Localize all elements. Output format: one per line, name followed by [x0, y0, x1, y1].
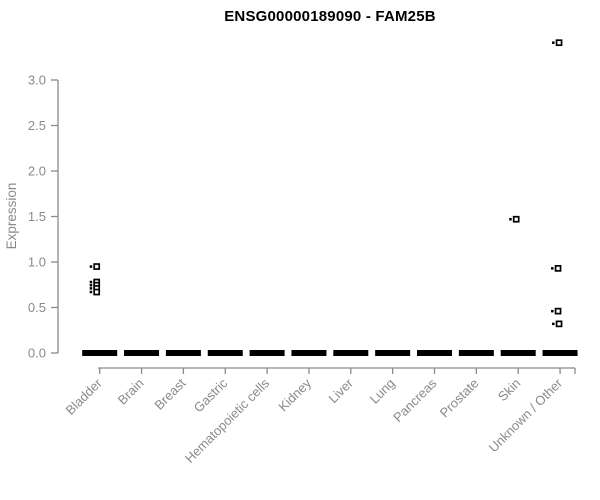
- data-point-dash: [89, 290, 93, 294]
- y-axis-title: Expression: [4, 183, 19, 250]
- data-point: [554, 307, 562, 315]
- chart-title: ENSG00000189090 - FAM25B: [224, 8, 436, 25]
- zero-expression-band: [291, 350, 327, 356]
- data-point-dash: [509, 217, 512, 221]
- x-tick-label: Skin: [495, 376, 523, 404]
- x-tick-label: Breast: [151, 375, 188, 412]
- y-tick-label: 2.0: [28, 164, 46, 179]
- zero-expression-band: [165, 350, 201, 356]
- zero-expression-band: [458, 350, 494, 356]
- data-point-dash: [551, 267, 554, 270]
- y-tick-label: 0.5: [28, 300, 46, 315]
- data-point: [93, 288, 101, 296]
- zero-expression-band: [82, 350, 118, 356]
- data-point: [93, 263, 101, 270]
- x-tick-label: Kidney: [275, 375, 314, 414]
- data-point-dash: [89, 280, 93, 284]
- x-tick-label: Brain: [115, 376, 147, 408]
- x-tick-label: Pancreas: [390, 375, 440, 425]
- x-tick-label: Unknown / Other: [486, 375, 566, 455]
- data-point-dash: [551, 309, 554, 313]
- y-tick-label: 2.5: [28, 118, 46, 133]
- data-point: [512, 215, 520, 223]
- data-point-dash: [89, 265, 93, 268]
- data-point-dash: [552, 41, 555, 44]
- zero-expression-band: [333, 350, 369, 356]
- zero-expression-band: [124, 350, 160, 356]
- data-point: [554, 265, 562, 272]
- y-tick-label: 1.5: [28, 209, 46, 224]
- zero-expression-band: [417, 350, 452, 356]
- x-tick-label: Liver: [325, 375, 356, 406]
- data-point-dash: [89, 283, 93, 287]
- x-tick-label: Bladder: [63, 375, 106, 418]
- data-point-dash: [89, 287, 93, 290]
- zero-expression-band: [375, 350, 411, 356]
- x-tick-label: Lung: [367, 376, 398, 407]
- x-tick-label: Prostate: [437, 376, 482, 421]
- data-point-dash: [552, 322, 555, 326]
- x-tick-label: Gastric: [191, 375, 231, 415]
- y-tick-label: 1.0: [28, 255, 46, 270]
- data-point: [555, 320, 563, 328]
- data-point: [555, 39, 563, 47]
- y-tick-label: 0.0: [28, 346, 46, 361]
- zero-expression-band: [249, 350, 285, 356]
- zero-expression-band: [542, 350, 578, 356]
- zero-expression-band: [500, 350, 536, 356]
- y-tick-label: 3.0: [28, 73, 46, 88]
- zero-expression-band: [207, 350, 243, 356]
